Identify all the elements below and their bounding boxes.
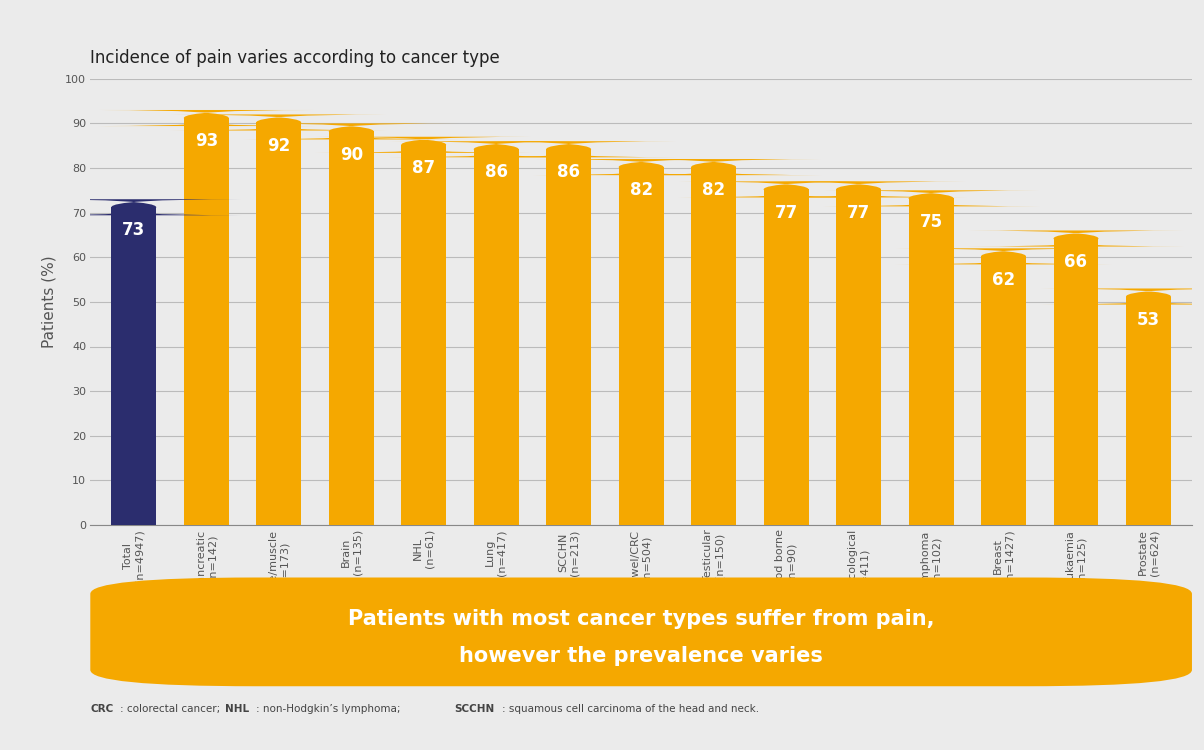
Bar (256, 122, 301, 525)
Text: 93: 93 (195, 132, 218, 150)
FancyBboxPatch shape (968, 230, 1184, 247)
Text: 82: 82 (702, 182, 725, 200)
Bar (691, 167, 736, 525)
Bar (1054, 238, 1098, 525)
Bar (473, 149, 519, 525)
Text: 87: 87 (412, 159, 436, 177)
Bar (401, 145, 447, 525)
Bar (1126, 296, 1171, 525)
Text: 77: 77 (846, 204, 870, 222)
FancyBboxPatch shape (171, 115, 386, 130)
FancyBboxPatch shape (388, 141, 604, 158)
Bar (329, 131, 373, 525)
FancyBboxPatch shape (90, 578, 1192, 686)
Bar (836, 190, 881, 525)
Text: Incidence of pain varies according to cancer type: Incidence of pain varies according to ca… (90, 49, 500, 67)
Bar (547, 149, 591, 525)
FancyBboxPatch shape (896, 248, 1111, 265)
FancyBboxPatch shape (25, 200, 242, 215)
Bar (763, 190, 809, 525)
Bar (981, 256, 1026, 525)
Text: 66: 66 (1064, 253, 1087, 271)
FancyBboxPatch shape (824, 190, 1039, 206)
Text: NHL: NHL (225, 704, 249, 714)
Text: : non-Hodgkin’s lymphoma;: : non-Hodgkin’s lymphoma; (256, 704, 405, 714)
Text: 82: 82 (630, 182, 653, 200)
Text: 90: 90 (340, 146, 362, 164)
FancyBboxPatch shape (606, 159, 821, 176)
Text: 53: 53 (1137, 310, 1159, 328)
Bar (909, 198, 954, 525)
Text: 73: 73 (122, 221, 146, 239)
Text: 92: 92 (267, 136, 290, 154)
FancyBboxPatch shape (99, 110, 314, 126)
Text: : colorectal cancer;: : colorectal cancer; (120, 704, 224, 714)
FancyBboxPatch shape (750, 182, 967, 197)
Text: : squamous cell carcinoma of the head and neck.: : squamous cell carcinoma of the head an… (502, 704, 760, 714)
Text: CRC: CRC (90, 704, 113, 714)
FancyBboxPatch shape (243, 123, 459, 140)
FancyBboxPatch shape (315, 136, 532, 153)
Text: 86: 86 (485, 164, 508, 182)
FancyBboxPatch shape (461, 141, 677, 158)
Bar (184, 118, 229, 525)
Text: 86: 86 (557, 164, 580, 182)
Bar (619, 167, 663, 525)
Bar (111, 207, 157, 525)
Text: 62: 62 (992, 271, 1015, 289)
FancyBboxPatch shape (678, 182, 895, 197)
Text: SCCHN: SCCHN (454, 704, 494, 714)
Text: 77: 77 (774, 204, 798, 222)
Text: Patients with most cancer types suffer from pain,: Patients with most cancer types suffer f… (348, 609, 934, 628)
Y-axis label: Patients (%): Patients (%) (42, 256, 57, 348)
FancyBboxPatch shape (533, 159, 749, 176)
Text: however the prevalence varies: however the prevalence varies (459, 646, 824, 666)
Text: 75: 75 (920, 212, 943, 230)
FancyBboxPatch shape (1040, 289, 1204, 304)
